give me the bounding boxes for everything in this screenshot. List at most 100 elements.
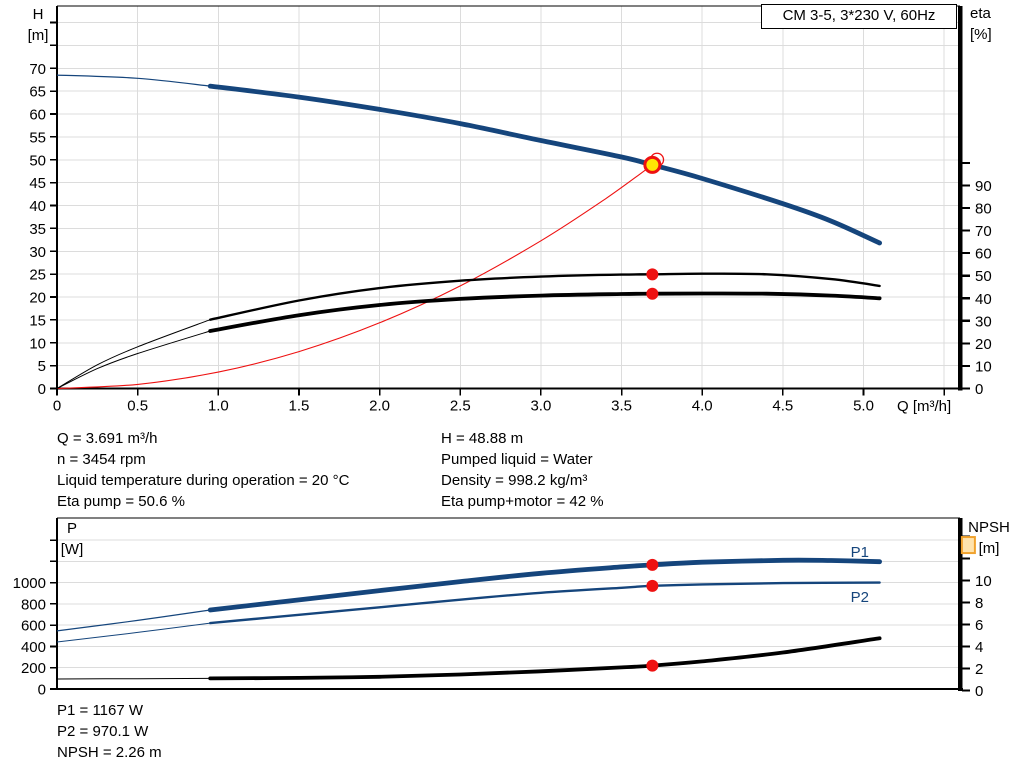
tick-label: 70 — [975, 223, 992, 240]
h-axis-label: H [m] — [20, 4, 56, 46]
tick-label: 4 — [975, 639, 983, 656]
tick-label: 60 — [975, 246, 992, 263]
tick-label: 25 — [29, 267, 46, 284]
tick-label: 55 — [29, 129, 46, 146]
tick-label: 800 — [21, 596, 46, 613]
tick-label: 10 — [975, 358, 992, 375]
tick-label: 35 — [29, 221, 46, 238]
tick-label: 4.0 — [692, 398, 713, 415]
system-curve — [56, 164, 653, 390]
tick-label: 2.0 — [369, 398, 390, 415]
plot-border — [56, 517, 963, 691]
tick-label: 600 — [21, 618, 46, 635]
tick-label: 65 — [29, 84, 46, 101]
tick-label: 50 — [975, 268, 992, 285]
p2-curve — [56, 581, 881, 643]
tick-label: 50 — [29, 152, 46, 169]
info-line-eta-pump: Eta pump = 50.6 % — [57, 493, 185, 510]
duty-info-left: Q = 3.691 m³/h n = 3454 rpm Liquid tempe… — [57, 428, 349, 512]
p2-label: P2 — [851, 589, 869, 606]
tick-label: 30 — [29, 244, 46, 261]
tick-label: 400 — [21, 639, 46, 656]
info-line-h: H = 48.88 m — [441, 430, 524, 447]
tick-label: 30 — [975, 313, 992, 330]
npsh-axis-label-line1: NPSH — [968, 519, 1010, 536]
tick-label: 3.0 — [530, 398, 551, 415]
info-line-n: n = 3454 rpm — [57, 451, 146, 468]
p-axis-label-line1: P — [66, 520, 77, 537]
tick-label: 5 — [38, 358, 46, 375]
info-line-pumped-liquid: Pumped liquid = Water — [441, 451, 593, 468]
q-axis-unit-label: Q [m³/h] — [897, 398, 952, 415]
tick-label: 1.0 — [208, 398, 229, 415]
tick-label: 40 — [29, 198, 46, 215]
tick-label: 3.5 — [611, 398, 632, 415]
npsh-dot — [646, 659, 659, 672]
h-axis-label-line2: [m] — [27, 27, 49, 44]
power-npsh-chart: 0 200 400 600 800 1000 0 2 4 6 8 10 P1 P2 — [13, 517, 992, 700]
eta-axis-label-line1: eta — [970, 5, 991, 22]
tick-label: 90 — [975, 178, 992, 195]
tick-label: 15 — [29, 312, 46, 329]
p1-label: P1 — [851, 544, 869, 561]
p1-dot — [646, 558, 659, 571]
head-efficiency-chart: 0 5 10 15 20 25 30 35 40 45 50 55 60 65 70 0 10 20 30 40 50 6… — [29, 5, 992, 415]
p-axis-label: P [W] — [52, 518, 92, 560]
tick-label: 200 — [21, 660, 46, 677]
plot-border — [56, 5, 963, 391]
tick-label: 0 — [975, 683, 983, 700]
eta-pump-motor-dot — [646, 287, 659, 300]
eta-pump-dot — [646, 268, 659, 281]
tick-label: 80 — [975, 201, 992, 218]
axis-tick-labels: 0 200 400 600 800 1000 0 2 4 6 8 10 — [13, 573, 992, 700]
tick-label: 40 — [975, 291, 992, 308]
eta-pump-curve — [56, 272, 881, 389]
tick-label: 5.0 — [853, 398, 874, 415]
tick-label: 45 — [29, 175, 46, 192]
tick-label: 2.5 — [450, 398, 471, 415]
tick-label: 0.5 — [127, 398, 148, 415]
info-line-eta-pump-motor: Eta pump+motor = 42 % — [441, 493, 604, 510]
axis-ticks — [50, 21, 970, 396]
info-line-q: Q = 3.691 m³/h — [57, 430, 158, 447]
duty-info-right: H = 48.88 m Pumped liquid = Water Densit… — [441, 428, 604, 512]
npsh-axis-label: NPSH [m] — [960, 517, 1018, 559]
p-axis-label-line2: [W] — [60, 541, 84, 558]
tick-label: 20 — [975, 336, 992, 353]
p1-curve — [56, 557, 882, 632]
eta-axis-label-line2: [%] — [970, 26, 992, 43]
tick-label: 0 — [38, 381, 46, 398]
gridlines — [57, 6, 960, 389]
tick-label: 8 — [975, 595, 983, 612]
duty-point-marker[interactable] — [643, 155, 662, 174]
eta-axis-label: eta [%] — [970, 3, 992, 45]
tick-label: 6 — [975, 617, 983, 634]
tick-label: 10 — [29, 335, 46, 352]
tick-label: 1000 — [13, 575, 46, 592]
pump-curve-H — [56, 74, 882, 246]
chart-title-box: CM 3-5, 3*230 V, 60Hz — [761, 4, 957, 29]
info-line-p2: P2 = 970.1 W — [57, 723, 149, 740]
info-line-p1: P1 = 1167 W — [57, 702, 144, 719]
tick-label: 0 — [38, 682, 46, 699]
eta-pump-motor-curve — [56, 291, 882, 389]
tick-label: 60 — [29, 107, 46, 124]
info-line-npsh: NPSH = 2.26 m — [57, 744, 162, 761]
p2-dot — [646, 579, 659, 592]
tick-label: 20 — [29, 290, 46, 307]
info-line-liquid-temp: Liquid temperature during operation = 20… — [57, 472, 350, 489]
tick-label: 10 — [975, 573, 992, 590]
tick-label: 0 — [53, 398, 61, 415]
tick-label: 4.5 — [772, 398, 793, 415]
npsh-axis-label-line2: [m] — [978, 540, 1000, 557]
duty-handle[interactable] — [960, 536, 976, 555]
tick-label: 70 — [29, 61, 46, 78]
tick-label: 0 — [975, 381, 983, 398]
tick-label: 2 — [975, 661, 983, 678]
tick-label: 1.5 — [289, 398, 310, 415]
h-axis-label-line1: H — [32, 6, 44, 23]
info-line-density: Density = 998.2 kg/m³ — [441, 472, 588, 489]
npsh-curve — [56, 636, 882, 681]
